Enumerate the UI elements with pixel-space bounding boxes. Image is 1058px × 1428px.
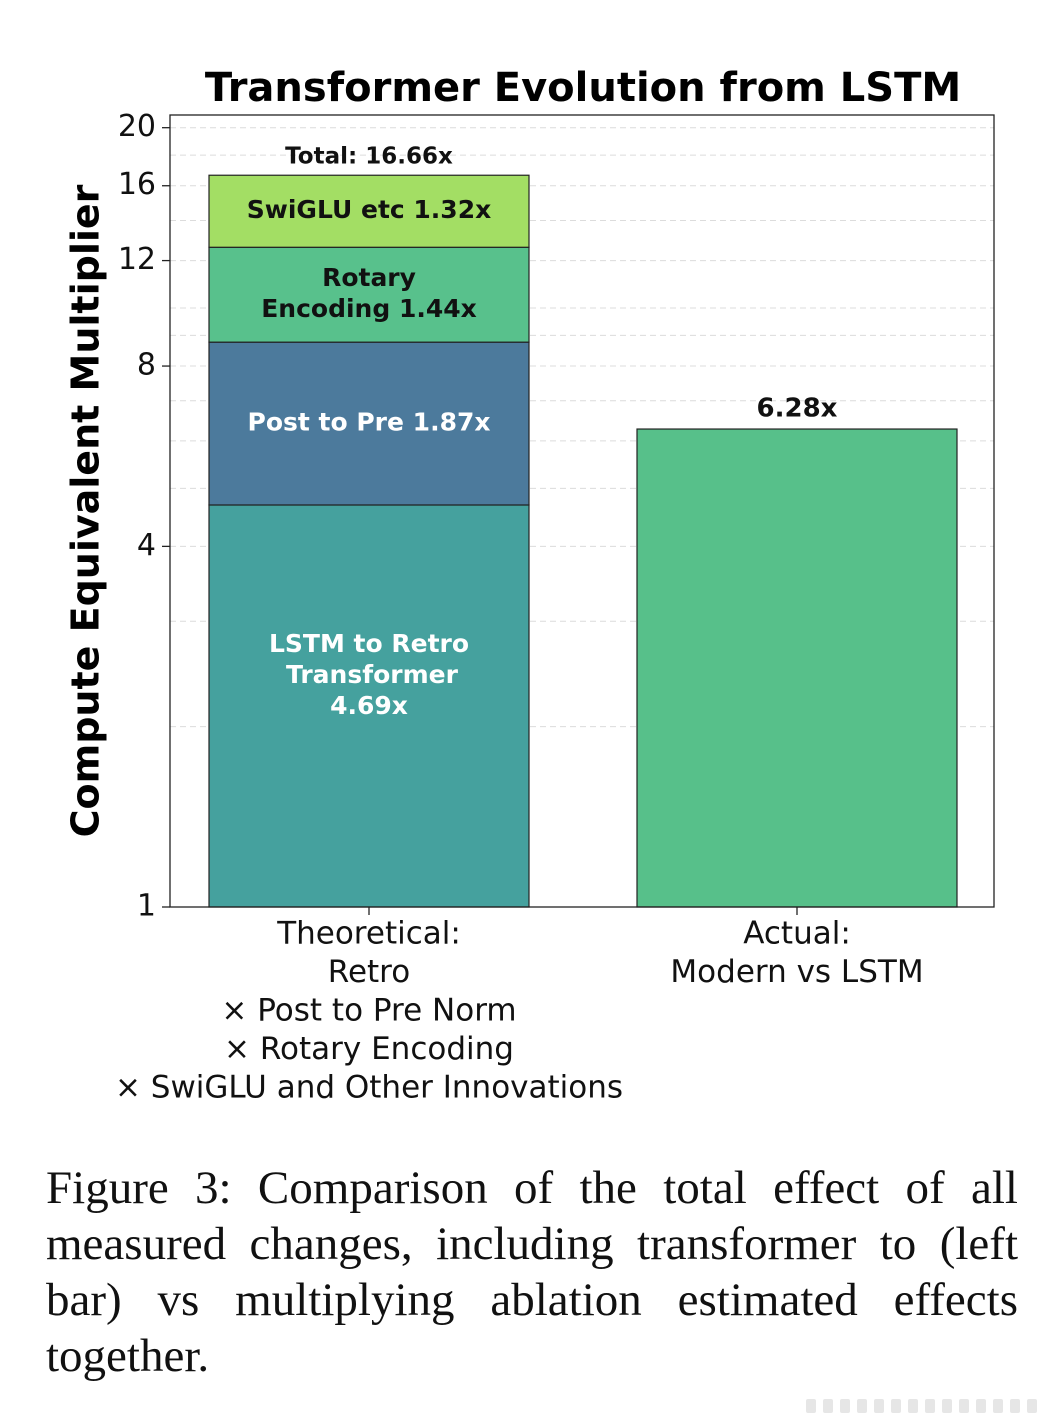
segment-label: SwiGLU etc 1.32x xyxy=(247,195,491,224)
y-tick-label: 1 xyxy=(137,889,156,924)
segment-label: LSTM to Retro xyxy=(269,629,469,658)
x-category-label: Actual: xyxy=(743,916,851,952)
x-category-label: × SwiGLU and Other Innovations xyxy=(115,1070,623,1106)
watermark xyxy=(806,1396,1042,1416)
total-label: Total: 16.66x xyxy=(285,144,453,170)
stacked-segment-1 xyxy=(208,341,530,506)
x-category-label: Modern vs LSTM xyxy=(670,954,923,990)
x-category-label: × Post to Pre Norm xyxy=(221,993,516,1029)
stacked-segment-3 xyxy=(208,174,530,248)
segment-label: Transformer xyxy=(286,660,459,689)
actual-bar-label: 6.28x xyxy=(757,394,838,424)
segment-label: Encoding 1.44x xyxy=(261,294,477,323)
actual-bar xyxy=(636,428,958,908)
stacked-segment-0 xyxy=(208,504,530,908)
stacked-segment-2 xyxy=(208,246,530,343)
segment-label: 4.69x xyxy=(330,691,408,720)
y-tick-label: 16 xyxy=(118,167,156,202)
figure-caption: Figure 3: Comparison of the total effect… xyxy=(46,1162,1018,1382)
y-tick-label: 12 xyxy=(118,242,156,277)
plot-frame xyxy=(169,114,995,908)
y-tick-label: 8 xyxy=(137,348,156,383)
y-tick-label: 20 xyxy=(118,109,156,144)
y-axis-label: Compute Equivalent Multiplier xyxy=(64,184,108,837)
chart-title: Transformer Evolution from LSTM xyxy=(205,65,961,111)
x-category-label: Retro xyxy=(328,954,410,990)
x-category-label: × Rotary Encoding xyxy=(224,1031,514,1067)
y-tick-label: 4 xyxy=(137,528,156,563)
segment-label: Rotary xyxy=(322,263,416,292)
segment-label: Post to Pre 1.87x xyxy=(248,408,491,437)
x-category-label: Theoretical: xyxy=(276,916,461,952)
